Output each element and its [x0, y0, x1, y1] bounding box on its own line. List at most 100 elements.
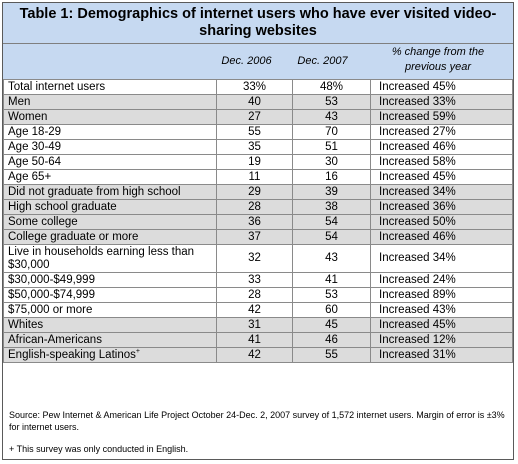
value-dec-2006: 41	[216, 332, 293, 348]
row-label-text: Age 50-64	[8, 155, 62, 168]
column-header-dec-2006: Dec. 2006	[221, 55, 272, 67]
value-dec-2006: 42	[216, 302, 293, 318]
row-label: African-Americans	[3, 332, 217, 348]
value-dec-2007: 39	[292, 184, 371, 200]
row-label-text: Men	[8, 95, 31, 108]
table-row: Whites 31 45 Increased 45%	[3, 317, 513, 333]
change-value: Increased 34%	[370, 184, 513, 200]
change-value-text: Increased 46%	[379, 140, 456, 153]
value-dec-2006: 31	[216, 317, 293, 333]
row-label-text: Whites	[8, 318, 44, 331]
data-table: Total internet users 33% 48% Increased 45% M…	[3, 79, 513, 363]
row-label-text: English-speaking Latinos	[8, 348, 136, 361]
table-row: High school graduate 28 38 Increased 36%	[3, 199, 513, 215]
change-value-text: Increased 33%	[379, 95, 456, 108]
value-dec-2006-text: 33	[248, 273, 261, 286]
value-dec-2007-text: 45	[325, 318, 338, 331]
value-dec-2006: 33%	[216, 79, 293, 95]
table-row: $30,000-$49,999 33 41 Increased 24%	[3, 272, 513, 288]
value-dec-2007-text: 41	[325, 273, 338, 286]
value-dec-2007: 55	[292, 347, 371, 363]
value-dec-2007: 60	[292, 302, 371, 318]
row-label-text: $50,000-$74,999	[8, 288, 95, 301]
row-label: Women	[3, 109, 217, 125]
row-label-text: College graduate or more	[8, 230, 139, 243]
value-dec-2007: 54	[292, 229, 371, 245]
table-row: Age 50-64 19 30 Increased 58%	[3, 154, 513, 170]
row-label: Total internet users	[3, 79, 217, 95]
row-label: Age 18-29	[3, 124, 217, 140]
change-value-text: Increased 27%	[379, 125, 456, 138]
change-value: Increased 33%	[370, 94, 513, 110]
table-row: Age 18-29 55 70 Increased 27%	[3, 124, 513, 140]
change-value: Increased 31%	[370, 347, 513, 363]
change-value: Increased 45%	[370, 169, 513, 185]
value-dec-2007-text: 55	[325, 348, 338, 361]
value-dec-2006-text: 29	[248, 185, 261, 198]
table-title: Table 1: Demographics of internet users …	[3, 3, 513, 44]
table-row: African-Americans 41 46 Increased 12%	[3, 332, 513, 348]
value-dec-2007-text: 30	[325, 155, 338, 168]
change-value: Increased 34%	[370, 244, 513, 273]
value-dec-2006-text: 28	[248, 200, 261, 213]
row-label-text: Total internet users	[8, 80, 106, 93]
value-dec-2007: 43	[292, 109, 371, 125]
table-row: Some college 36 54 Increased 50%	[3, 214, 513, 230]
change-value-text: Increased 43%	[379, 303, 456, 316]
table-row: $75,000 or more 42 60 Increased 43%	[3, 302, 513, 318]
column-header-row: Dec. 2006 Dec. 2007 % change from the pr…	[3, 44, 513, 80]
row-label-text: $30,000-$49,999	[8, 273, 95, 286]
change-value-text: Increased 24%	[379, 273, 456, 286]
value-dec-2007: 70	[292, 124, 371, 140]
value-dec-2006: 28	[216, 287, 293, 303]
value-dec-2006-text: 28	[248, 288, 261, 301]
row-label: $75,000 or more	[3, 302, 217, 318]
value-dec-2006-text: 27	[248, 110, 261, 123]
row-label: English-speaking Latinos+	[3, 347, 217, 363]
value-dec-2006: 11	[216, 169, 293, 185]
row-label-text: African-Americans	[8, 333, 102, 346]
footnote-marker: +	[135, 347, 140, 355]
change-value-text: Increased 34%	[379, 252, 456, 264]
row-label: Age 30-49	[3, 139, 217, 155]
row-label-text: High school graduate	[8, 200, 117, 213]
row-label: College graduate or more	[3, 229, 217, 245]
value-dec-2006-text: 11	[248, 170, 261, 183]
change-value-text: Increased 45%	[379, 170, 456, 183]
value-dec-2006: 33	[216, 272, 293, 288]
value-dec-2006: 32	[216, 244, 293, 273]
change-value: Increased 45%	[370, 317, 513, 333]
row-label-text: Women	[8, 110, 48, 123]
value-dec-2007: 46	[292, 332, 371, 348]
row-label: Some college	[3, 214, 217, 230]
change-value-text: Increased 45%	[379, 80, 456, 93]
row-label-text: $75,000 or more	[8, 303, 93, 316]
change-value-text: Increased 89%	[379, 288, 456, 301]
column-header-change-line1: % change from the	[391, 46, 485, 58]
change-value: Increased 89%	[370, 287, 513, 303]
value-dec-2006: 36	[216, 214, 293, 230]
value-dec-2007: 16	[292, 169, 371, 185]
table-row: Live in households earning less than $30…	[3, 244, 513, 273]
value-dec-2007-text: 48%	[319, 80, 344, 93]
row-label-text: Did not graduate from high school	[8, 185, 181, 198]
value-dec-2007: 38	[292, 199, 371, 215]
value-dec-2007-text: 70	[325, 125, 338, 138]
row-label: Age 50-64	[3, 154, 217, 170]
value-dec-2006-text: 42	[248, 303, 261, 316]
value-dec-2006-text: 35	[248, 140, 261, 153]
change-value: Increased 27%	[370, 124, 513, 140]
value-dec-2007-text: 60	[325, 303, 338, 316]
value-dec-2006: 55	[216, 124, 293, 140]
table-row: English-speaking Latinos+ 42 55 Increased 3…	[3, 347, 513, 363]
row-label: $50,000-$74,999	[3, 287, 217, 303]
value-dec-2007: 41	[292, 272, 371, 288]
footnote: + This survey was only conducted in Engl…	[9, 444, 189, 454]
change-value: Increased 50%	[370, 214, 513, 230]
row-label-text: Live in households earning less than $30…	[8, 245, 195, 271]
row-label-text: Age 30-49	[8, 140, 62, 153]
table-row: Women 27 43 Increased 59%	[3, 109, 513, 125]
row-label: $30,000-$49,999	[3, 272, 217, 288]
value-dec-2007: 51	[292, 139, 371, 155]
value-dec-2007: 53	[292, 287, 371, 303]
